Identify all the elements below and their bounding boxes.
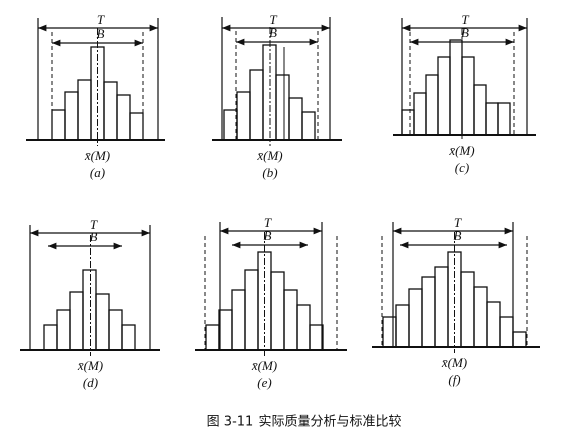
histogram-bar <box>82 269 97 351</box>
spread-label: B <box>97 26 105 41</box>
histogram-bar <box>434 266 449 348</box>
histogram-bar <box>51 109 66 141</box>
center-label: x̄(M) <box>84 148 110 163</box>
spread-label: B <box>454 228 462 243</box>
spread-label: B <box>269 25 277 40</box>
histogram-bar <box>512 331 527 348</box>
histogram-bar <box>301 111 316 141</box>
histogram-bar <box>244 269 259 351</box>
histogram-bar <box>249 69 264 141</box>
histogram-bar <box>486 301 501 348</box>
tolerance-label: T <box>461 12 469 27</box>
tolerance-label: T <box>264 215 272 230</box>
histogram-bar <box>296 304 311 351</box>
histogram-bar <box>121 324 136 351</box>
histogram-bar <box>449 39 463 136</box>
histogram-bar <box>129 112 144 141</box>
histogram-bar <box>421 276 436 348</box>
histogram-bar <box>408 288 423 348</box>
histogram-bar <box>223 109 238 141</box>
tolerance-label: T <box>90 217 98 232</box>
histogram-bar <box>497 102 511 136</box>
caption-number: 图 3-11 <box>207 415 254 430</box>
panel-label: (f) <box>448 372 460 387</box>
panel-label: (a) <box>90 165 105 180</box>
histogram-bar <box>218 309 233 351</box>
spread-label: B <box>264 228 272 243</box>
histogram-bar <box>401 109 415 136</box>
spread-label: B <box>90 229 98 244</box>
tolerance-label: T <box>269 12 277 27</box>
histogram-bar <box>460 271 475 348</box>
caption-title: 实际质量分析与标准比较 <box>258 415 401 430</box>
histogram-bar <box>236 91 251 141</box>
histogram-bar <box>309 324 324 351</box>
histogram-bar <box>288 97 303 141</box>
histogram-bar <box>64 91 79 141</box>
tolerance-label: T <box>454 215 462 230</box>
histogram-bar <box>231 289 246 351</box>
spread-label: B <box>461 25 469 40</box>
histogram-bar <box>69 291 84 351</box>
histogram-bar <box>103 81 118 141</box>
histogram-bar <box>116 94 131 141</box>
histogram-bar <box>283 289 298 351</box>
center-label: x̄(M) <box>77 358 103 373</box>
histogram-bar <box>499 316 514 348</box>
histogram-bar <box>43 324 58 351</box>
histogram-bar <box>275 74 290 141</box>
histogram-bar <box>270 271 285 351</box>
histogram-bar <box>95 293 110 351</box>
histogram-bar <box>473 84 487 136</box>
panel-label: (e) <box>257 375 271 390</box>
histogram-bar <box>382 316 397 348</box>
center-label: x̄(M) <box>448 143 474 158</box>
center-label: x̄(M) <box>251 358 277 373</box>
histogram-bar <box>108 309 123 351</box>
histogram-bar <box>425 74 439 136</box>
histogram-bar <box>473 286 488 348</box>
center-label: x̄(M) <box>441 355 467 370</box>
histogram-bar <box>413 92 427 136</box>
histogram-bar <box>437 56 451 136</box>
histogram-bar <box>461 56 475 136</box>
panel-label: (c) <box>455 160 469 175</box>
panel-label: (b) <box>262 165 277 180</box>
histogram-bar <box>205 324 220 351</box>
tolerance-label: T <box>97 12 105 27</box>
center-label: x̄(M) <box>256 148 282 163</box>
histogram-bar <box>56 309 71 351</box>
panel-label: (d) <box>83 375 98 390</box>
histogram-bar <box>485 102 499 136</box>
histogram-bar <box>77 79 92 141</box>
histogram-bar <box>395 304 410 348</box>
